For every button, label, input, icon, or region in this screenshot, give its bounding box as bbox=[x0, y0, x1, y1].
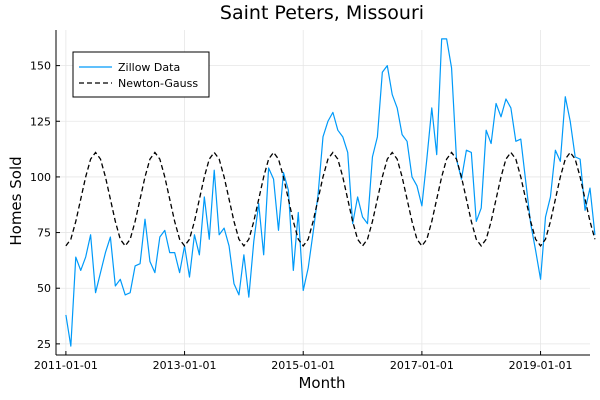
y-tick-label: 150 bbox=[30, 60, 51, 73]
series-line-zillow bbox=[65, 38, 596, 347]
x-tick-label: 2013-01-01 bbox=[153, 359, 217, 372]
x-axis-label: Month bbox=[298, 374, 345, 392]
series-group bbox=[65, 38, 596, 347]
y-tick-label: 100 bbox=[30, 171, 51, 184]
y-tick-label: 75 bbox=[37, 227, 51, 240]
x-tick-label: 2015-01-01 bbox=[271, 359, 335, 372]
x-tick-label: 2011-01-01 bbox=[34, 359, 98, 372]
chart-title: Saint Peters, Missouri bbox=[220, 2, 424, 24]
y-axis-label: Homes Sold bbox=[7, 156, 25, 245]
y-tick-label: 50 bbox=[37, 282, 51, 295]
x-tick-label: 2017-01-01 bbox=[390, 359, 454, 372]
legend-box bbox=[72, 51, 210, 98]
y-axis: 25 50 75 100 125 150 bbox=[30, 60, 60, 351]
series-line-newton-gauss bbox=[65, 151, 596, 248]
y-tick-label: 125 bbox=[30, 115, 51, 128]
plot-frame bbox=[55, 30, 590, 356]
legend-label-newton: Newton-Gauss bbox=[118, 77, 198, 90]
x-tick-label: 2019-01-01 bbox=[509, 359, 573, 372]
legend-label-zillow: Zillow Data bbox=[118, 61, 180, 74]
x-axis: 2011-01-01 2013-01-01 2015-01-01 2017-01-01… bbox=[34, 351, 573, 372]
legend: Zillow Data Newton-Gauss bbox=[72, 51, 210, 98]
y-tick-label: 25 bbox=[37, 338, 51, 351]
